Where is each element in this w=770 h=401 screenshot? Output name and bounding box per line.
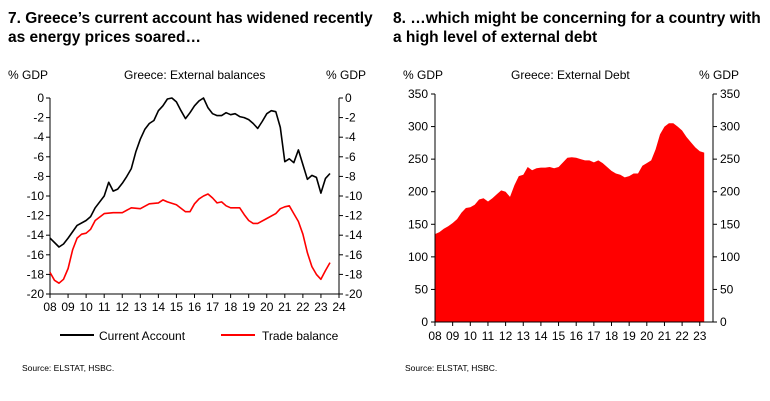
- chart8-x-tick-label: 16: [570, 329, 584, 343]
- chart7-subtitle: Greece: External balances: [124, 68, 265, 82]
- chart7-y-tick-label-right: -10: [345, 189, 363, 203]
- chart8-title: 8. …which might be concerning for a coun…: [393, 10, 761, 46]
- chart7-x-tick-label: 15: [170, 300, 184, 314]
- chart7-x-tick-label: 11: [98, 300, 111, 314]
- chart7-y-tick-label-left: -8: [33, 169, 44, 183]
- chart8-y-tick-label-left: 300: [408, 120, 428, 134]
- chart7-y-tick-label-left: -6: [33, 150, 44, 164]
- chart8-x-tick-label: 18: [605, 329, 619, 343]
- external-debt-area: [435, 123, 705, 322]
- chart7-left-unit: % GDP: [8, 68, 48, 82]
- chart8-y-tick-label-left: 350: [408, 87, 428, 101]
- chart7-y-tick-label-right: -4: [345, 130, 356, 144]
- chart7-x-tick-label: 21: [278, 300, 292, 314]
- chart7-x-tick-label: 24: [332, 300, 346, 314]
- chart7-x-tick-label: 23: [314, 300, 328, 314]
- chart7-title: 7. Greece’s current account has widened …: [8, 10, 373, 46]
- trade-balance-line: [49, 193, 331, 284]
- chart8-y-tick-label-right: 50: [720, 282, 734, 296]
- chart7-x-tick-label: 08: [43, 300, 57, 314]
- chart8-y-tick-label-left: 100: [408, 250, 428, 264]
- chart7-y-tick-label-right: -12: [345, 209, 363, 223]
- legend-current-account-label: Current Account: [99, 329, 186, 343]
- current-account-line: [49, 97, 331, 248]
- chart7-y-tick-label-left: -18: [27, 267, 45, 281]
- chart7-y-tick-label-right: -2: [345, 111, 356, 125]
- chart8-x-tick-label: 22: [675, 329, 689, 343]
- chart8-x-tick-label: 10: [464, 329, 478, 343]
- chart7-right-unit: % GDP: [326, 68, 366, 82]
- chart8-y-tick-label-right: 250: [720, 152, 740, 166]
- chart7-y-tick-label-right: -16: [345, 248, 363, 262]
- chart7-series: [49, 97, 331, 284]
- chart8-y-tick-label-right: 350: [720, 87, 740, 101]
- chart8-x-tick-label: 12: [499, 329, 513, 343]
- chart7-x-tick-label: 20: [260, 300, 274, 314]
- chart8-axes: [431, 93, 717, 326]
- chart8-x-tick-label: 09: [446, 329, 460, 343]
- chart8-x-tick-label: 11: [482, 329, 495, 343]
- chart7-x-tick-label: 19: [242, 300, 256, 314]
- chart8-y-right-tick-labels: 350 300 250 200 150 100 50 0: [720, 87, 740, 329]
- chart7-y-tick-label-right: -6: [345, 150, 356, 164]
- chart8-x-tick-label: 20: [640, 329, 654, 343]
- chart7-x-tick-label: 16: [188, 300, 202, 314]
- chart7-y-left-tick-labels: 0 -2 -4 -6 -8 -10 -12 -14 -16 -18 -20: [27, 91, 45, 301]
- chart7-y-tick-label-left: -16: [27, 248, 45, 262]
- chart8-y-tick-label-left: 200: [408, 185, 428, 199]
- chart8-x-tick-label: 17: [587, 329, 601, 343]
- chart7-x-tick-label: 13: [134, 300, 148, 314]
- chart7-y-tick-label-left: -12: [27, 209, 45, 223]
- chart8-x-tick-label: 21: [658, 329, 672, 343]
- chart8-y-tick-label-right: 300: [720, 120, 740, 134]
- chart7-y-tick-label-left: -2: [33, 111, 44, 125]
- chart8-x-tick-label: 15: [552, 329, 566, 343]
- chart7-x-tick-label: 14: [152, 300, 166, 314]
- chart8-source: Source: ELSTAT, HSBC.: [405, 363, 497, 373]
- chart7-y-tick-label-right: 0: [345, 91, 352, 105]
- chart8-y-tick-label-right: 200: [720, 185, 740, 199]
- chart7-y-tick-label-left: -20: [27, 287, 45, 301]
- chart8-y-left-tick-labels: 350 300 250 200 150 100 50 0: [408, 87, 428, 329]
- chart7-y-tick-label-right: -14: [345, 228, 363, 242]
- legend-trade-balance-label: Trade balance: [262, 329, 339, 343]
- chart8-y-tick-label-right: 100: [720, 250, 740, 264]
- chart8-area: [435, 123, 705, 322]
- chart8-y-tick-label-right: 0: [720, 315, 727, 329]
- chart8-x-tick-label: 08: [428, 329, 442, 343]
- chart7-y-tick-label-left: -4: [33, 130, 44, 144]
- chart8-right-unit: % GDP: [699, 68, 739, 82]
- chart7-axes: [46, 97, 343, 298]
- chart8-subtitle: Greece: External Debt: [511, 68, 630, 82]
- chart7-x-tick-label: 22: [296, 300, 310, 314]
- chart7-y-tick-label-right: -18: [345, 267, 363, 281]
- chart7-x-tick-label: 18: [224, 300, 238, 314]
- chart8-y-tick-label-left: 50: [415, 282, 429, 296]
- chart7-x-tick-label: 12: [116, 300, 130, 314]
- chart8-x-tick-label: 19: [622, 329, 636, 343]
- chart8-y-tick-label-right: 150: [720, 217, 740, 231]
- chart7-y-tick-label-left: -10: [27, 189, 45, 203]
- chart7-x-tick-label: 10: [79, 300, 93, 314]
- chart8-x-tick-label: 23: [693, 329, 707, 343]
- chart8-x-tick-label: 14: [534, 329, 548, 343]
- chart8-y-tick-label-left: 150: [408, 217, 428, 231]
- chart7-y-tick-label-left: 0: [37, 91, 44, 105]
- chart7-y-right-tick-labels: 0 -2 -4 -6 -8 -10 -12 -14 -16 -18 -20: [345, 91, 363, 301]
- chart8-x-tick-label: 13: [517, 329, 531, 343]
- chart7-x-tick-label: 17: [206, 300, 220, 314]
- chart7-source: Source: ELSTAT, HSBC.: [22, 363, 114, 373]
- chart7-y-tick-label-right: -20: [345, 287, 363, 301]
- chart7-x-tick-label: 09: [61, 300, 75, 314]
- chart8-x-tick-labels: 08 09 10 11 12 13 14 15 16 17 18 19 20 21 22 23: [428, 329, 706, 343]
- chart7-y-tick-label-left: -14: [27, 228, 45, 242]
- chart8-left-unit: % GDP: [403, 68, 443, 82]
- chart7-x-tick-labels: 08 09 10 11 12 13 14 15 16 17 18 19 20 21 22 23 24: [43, 300, 346, 314]
- chart8-y-tick-label-left: 0: [421, 315, 428, 329]
- chart8-y-tick-label-left: 250: [408, 152, 428, 166]
- chart7-y-tick-label-right: -8: [345, 169, 356, 183]
